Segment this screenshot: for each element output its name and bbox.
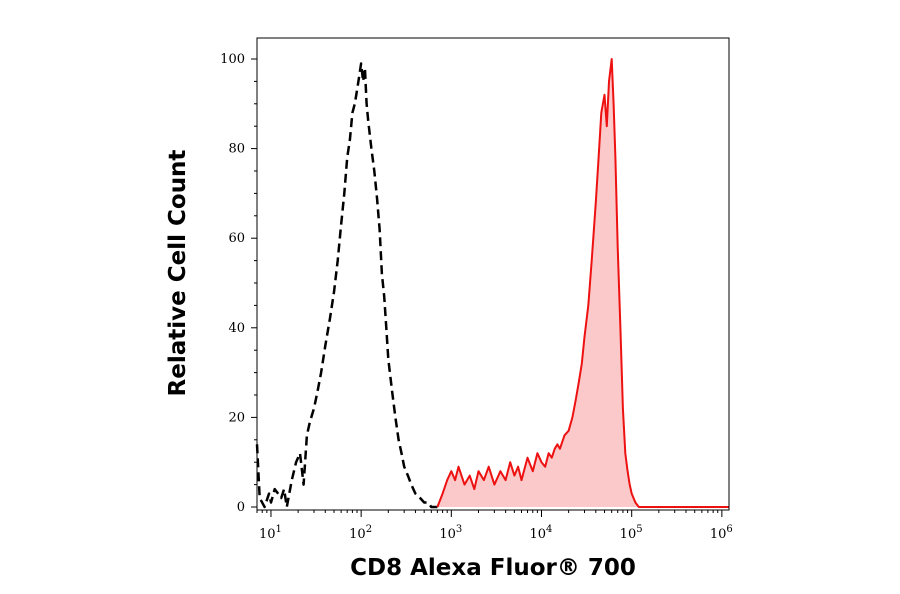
x-tick-exponent: 5 — [636, 524, 642, 535]
x-tick-exponent: 1 — [276, 524, 282, 535]
series-1-line — [436, 58, 729, 508]
y-tick-label-80: 80 — [228, 142, 245, 157]
x-tick-exponent: 3 — [456, 524, 462, 535]
x-tick-label-10000: 104 — [530, 524, 553, 542]
y-tick-label-0: 0 — [237, 500, 245, 515]
y-tick-label-60: 60 — [228, 231, 245, 246]
x-tick-label-10: 101 — [259, 524, 282, 542]
x-axis-title: CD8 Alexa Fluor® 700 — [350, 555, 636, 581]
y-axis-title: Relative Cell Count — [165, 150, 191, 397]
x-tick-exponent: 2 — [366, 524, 372, 535]
plot-frame — [256, 37, 730, 511]
y-tick-label-100: 100 — [220, 52, 245, 67]
x-tick-label-100: 102 — [349, 524, 372, 542]
series-1-area-fill — [437, 59, 729, 507]
x-tick-label-1000000: 106 — [710, 524, 733, 542]
y-tick-label-20: 20 — [228, 410, 245, 425]
x-tick-label-1000: 103 — [439, 524, 462, 542]
y-tick-label-40: 40 — [228, 321, 245, 336]
x-tick-exponent: 4 — [546, 524, 552, 535]
series-0-dashed-line — [255, 62, 438, 509]
x-tick-label-100000: 105 — [620, 524, 643, 542]
x-tick-exponent: 6 — [726, 524, 732, 535]
